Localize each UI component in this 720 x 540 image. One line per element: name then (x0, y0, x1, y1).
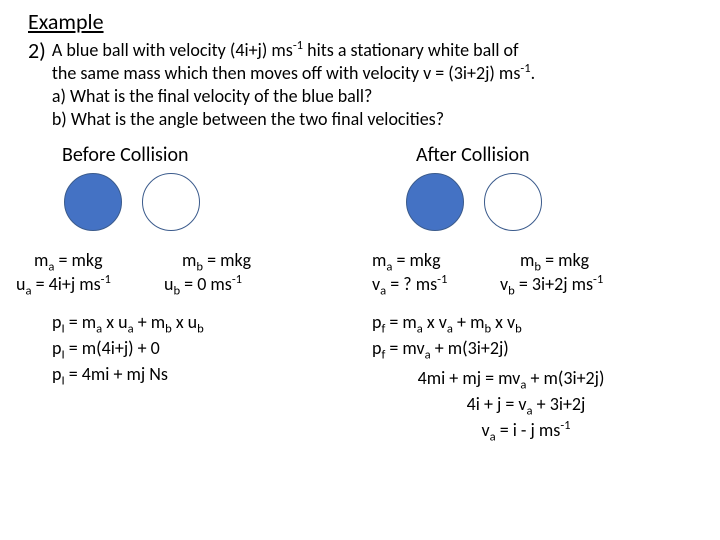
mb-after: mb = mkg (520, 249, 650, 271)
after-mass-row: ma = mkg mb = mkg (366, 249, 686, 271)
va-after: va = ? ms-1 (372, 273, 482, 295)
eq2: = m(4i+j) + 0 (65, 337, 160, 359)
after-vel-row: va = ? ms-1 vb = 3i+2j ms-1 (366, 273, 686, 295)
eqf1d: x v (491, 311, 515, 333)
eqf2b: + m(3i+2j) (431, 337, 509, 359)
blue-ball-icon-after (406, 173, 464, 231)
problem-line1a: A blue ball with velocity (4i+j) ms (52, 39, 293, 61)
sub-b-8: b (515, 322, 522, 337)
sup-6: -1 (593, 272, 603, 287)
eqf1a: = m (385, 311, 416, 333)
before-heading: Before Collision (34, 143, 354, 167)
eq1b: x u (102, 311, 127, 333)
eq-mkg-1: = mkg (54, 249, 102, 271)
mb-before: mb = mkg (182, 249, 312, 271)
ub-val: = 0 ms (180, 273, 232, 295)
eq1c: + m (134, 311, 165, 333)
vb-after: vb = 3i+2j ms-1 (500, 273, 630, 295)
pI-eq3: pI = 4mi + mj Ns (34, 363, 354, 385)
sup-3: -1 (101, 272, 111, 287)
before-column: Before Collision ma = mkg mb = mkg ua = … (28, 143, 360, 441)
ma-after: ma = mkg (372, 249, 502, 271)
before-mass-row: ma = mkg mb = mkg (34, 249, 354, 271)
blue-ball-icon (64, 173, 122, 231)
m-b-sym-2: m (520, 249, 534, 271)
problem-block: 2) A blue ball with velocity (4i+j) ms-1… (28, 37, 692, 131)
problem-line4: b) What is the angle between the two fin… (52, 108, 444, 130)
eqf1b: x v (423, 311, 447, 333)
fin2b: + 3i+2j (533, 393, 586, 415)
eq1d: x u (172, 311, 197, 333)
fin1b: + m(3i+2j) (526, 367, 604, 389)
pI-eq2: pI = m(4i+j) + 0 (34, 337, 354, 359)
final-eq3: va = i - j ms-1 (366, 419, 686, 441)
sub-b-4: b (197, 322, 204, 337)
problem-text: A blue ball with velocity (4i+j) ms-1 hi… (52, 39, 535, 131)
v-a-sym: v (372, 273, 380, 295)
pf-eq2: pf = mva + m(3i+2j) (366, 337, 686, 359)
fin1a: 4mi + mj = mv (418, 367, 521, 389)
after-column: After Collision ma = mkg mb = mkg va = ?… (360, 143, 692, 441)
problem-line2a: the same mass which then moves off with … (52, 62, 521, 84)
fin3b: = i - j ms (496, 419, 561, 441)
ua-val: = 4i+j ms (32, 273, 101, 295)
final-eq2: 4i + j = va + 3i+2j (366, 393, 686, 415)
ub-before: ub = 0 ms-1 (164, 273, 294, 295)
eqf1c: + m (453, 311, 484, 333)
sup-5: -1 (437, 272, 447, 287)
m-b-sym: m (182, 249, 196, 271)
vb-val: = 3i+2j ms (515, 273, 593, 295)
v-b-sym: v (500, 273, 508, 295)
eq-mkg-4: = mkg (541, 249, 589, 271)
before-vel-row: ua = 4i+j ms-1 ub = 0 ms-1 (16, 273, 354, 295)
pI-eq1: pI = ma x ua + mb x ub (34, 311, 354, 333)
columns: Before Collision ma = mkg mb = mkg ua = … (28, 143, 692, 441)
m-a-sym-2: m (372, 249, 386, 271)
fin3a: v (481, 419, 489, 441)
heading: Example (28, 8, 692, 35)
va-val: = ? ms (386, 273, 437, 295)
m-a-sym: m (34, 249, 48, 271)
before-balls (34, 173, 354, 231)
final-eq1: 4mi + mj = mva + m(3i+2j) (336, 367, 686, 389)
after-balls (366, 173, 686, 231)
slide-page: Example 2) A blue ball with velocity (4i… (0, 0, 720, 449)
fin2a: 4i + j = v (467, 393, 527, 415)
eq1a: = m (65, 311, 96, 333)
sup-4: -1 (232, 272, 242, 287)
problem-line1b: hits a stationary white ball of (303, 39, 518, 61)
problem-line3: a) What is the final velocity of the blu… (52, 85, 373, 107)
after-heading: After Collision (366, 143, 686, 167)
eqf2a: = mv (385, 337, 424, 359)
sub-b-3: b (165, 322, 172, 337)
sup-1: -1 (293, 38, 303, 53)
ua-before: ua = 4i+j ms-1 (16, 273, 146, 295)
pf-eq1: pf = ma x va + mb x vb (366, 311, 686, 333)
sup-7: -1 (560, 418, 570, 433)
question-number: 2) (28, 37, 46, 64)
white-ball-icon-after (484, 173, 542, 231)
eq-mkg-3: = mkg (392, 249, 440, 271)
problem-line2b: . (531, 62, 536, 84)
sub-b-6: b (508, 284, 515, 299)
white-ball-icon (142, 173, 200, 231)
eq-mkg-2: = mkg (203, 249, 251, 271)
sup-2: -1 (520, 61, 530, 76)
eq3: = 4mi + mj Ns (65, 363, 168, 385)
ma-before: ma = mkg (34, 249, 164, 271)
